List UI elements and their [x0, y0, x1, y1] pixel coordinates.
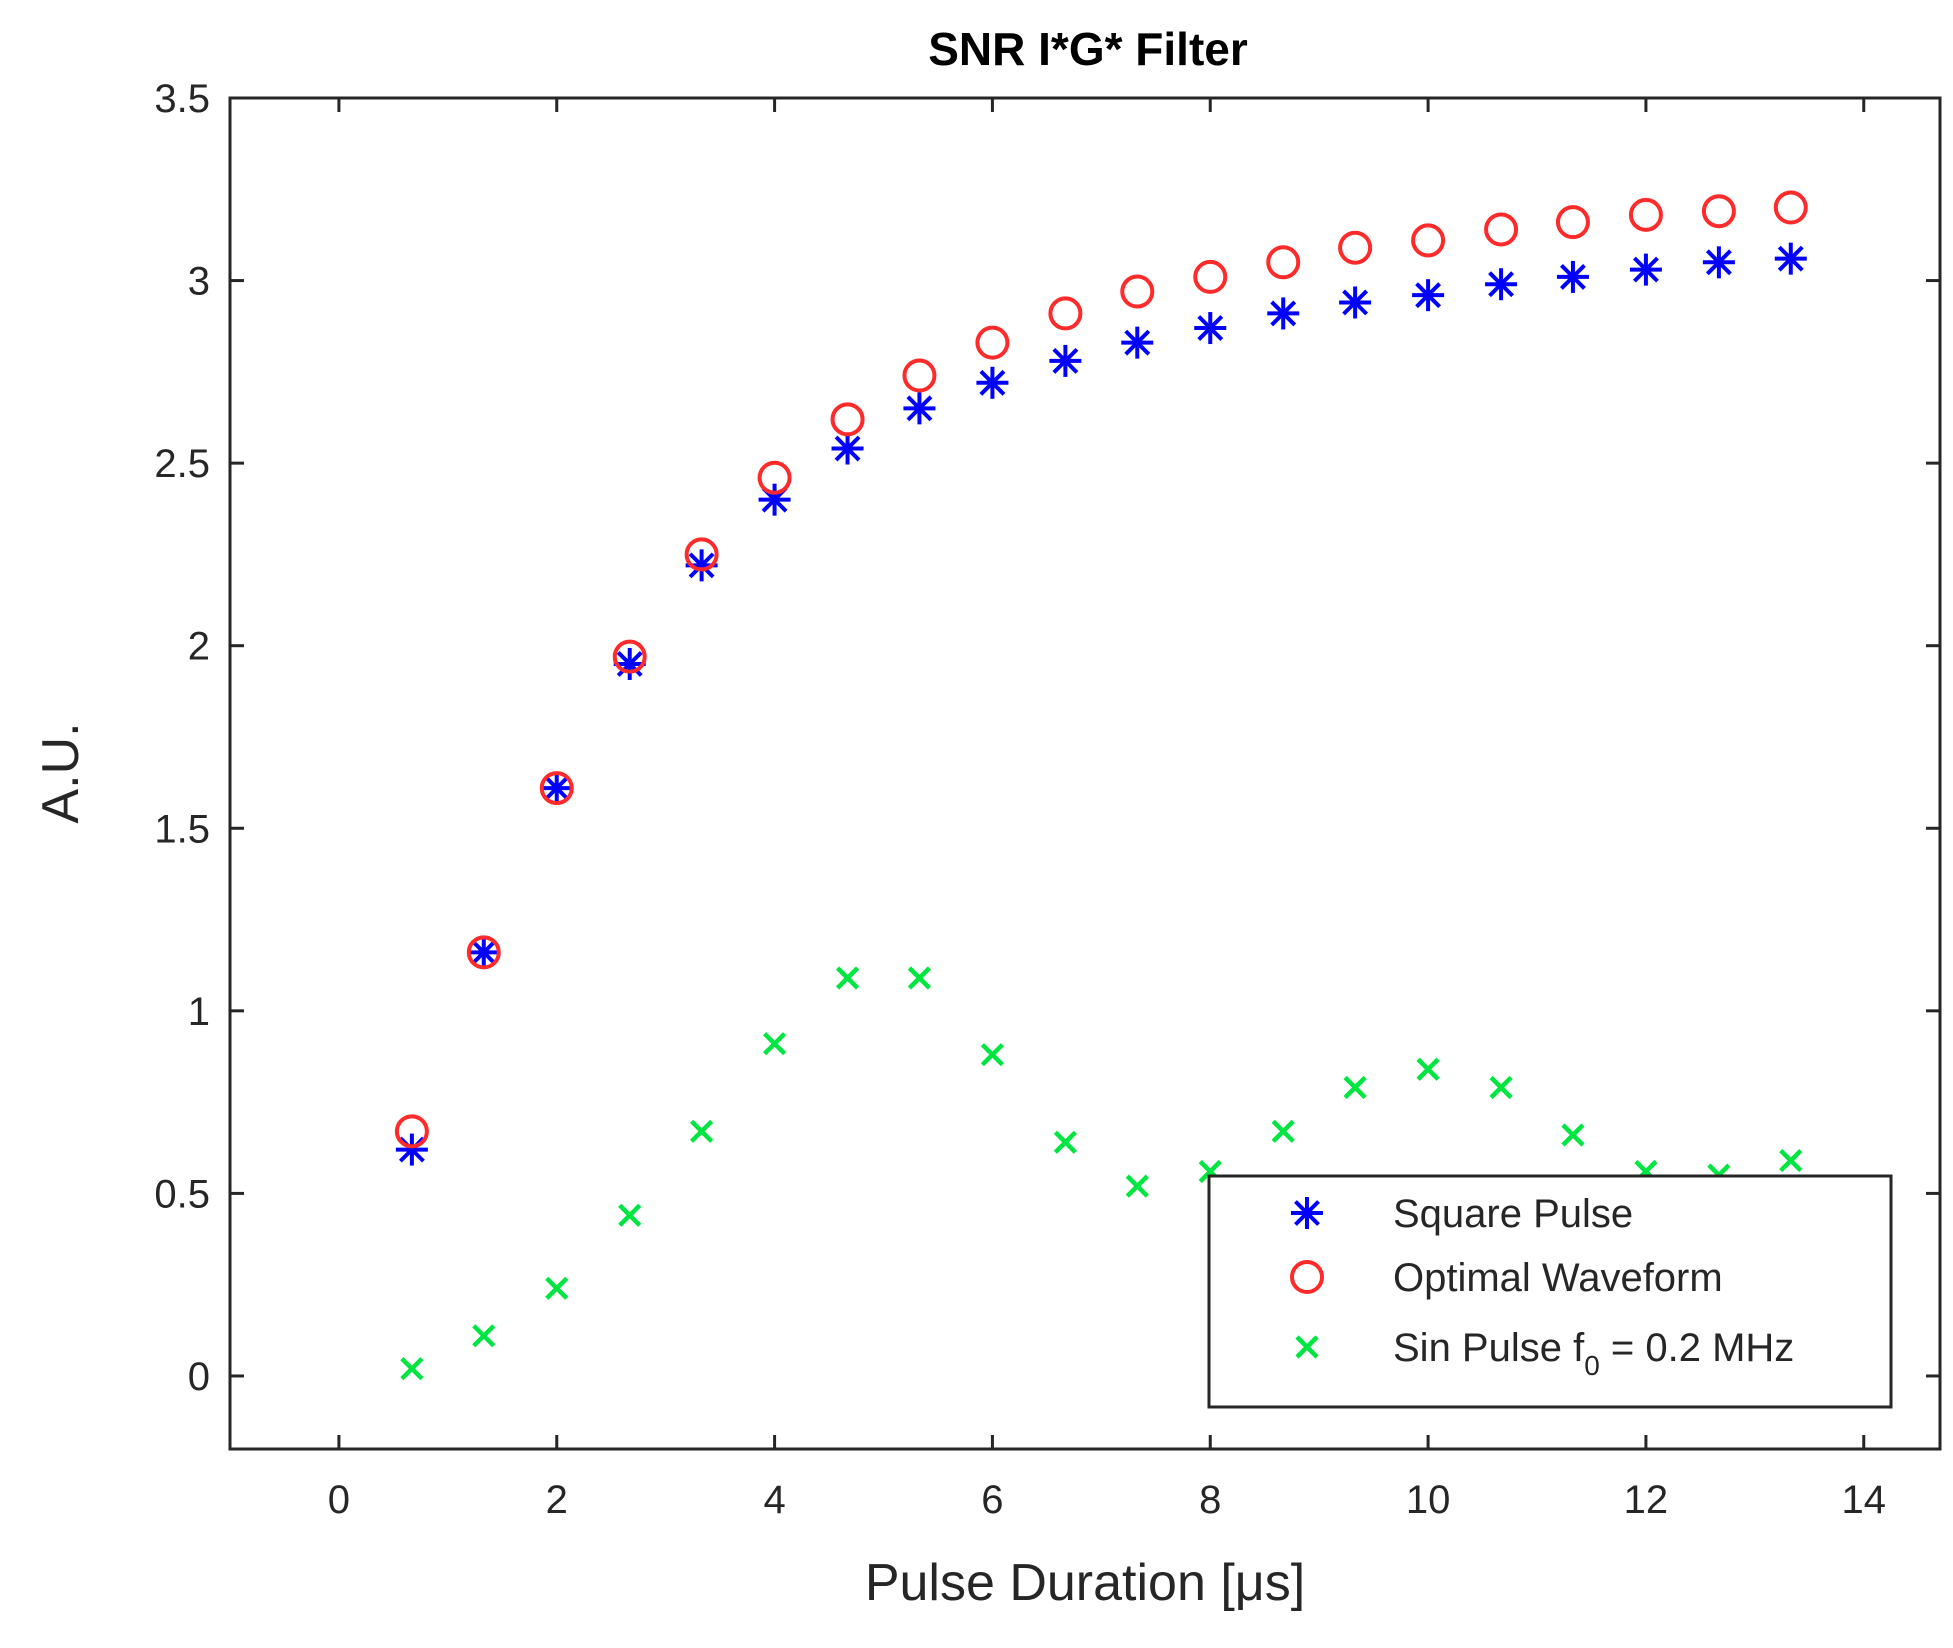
data-point — [975, 325, 1010, 360]
x-axis-label: Pulse Duration [μs] — [865, 1554, 1305, 1612]
data-point — [1048, 296, 1083, 331]
y-axis-label: A.U. — [32, 722, 90, 823]
data-point — [1774, 242, 1807, 275]
data-point — [1555, 205, 1590, 240]
legend-marker — [1290, 1260, 1324, 1294]
data-point — [980, 1043, 1005, 1067]
legend-label: Square Pulse — [1393, 1192, 1633, 1236]
legend-marker — [1291, 1197, 1323, 1229]
data-point — [1120, 274, 1155, 309]
plot-area-frame — [228, 96, 1942, 1451]
data-point — [618, 1203, 642, 1227]
data-point — [1193, 259, 1228, 294]
y-tick-label: 3.5 — [154, 77, 210, 121]
data-point — [400, 1357, 424, 1381]
data-point — [1049, 344, 1082, 377]
x-tick-label: 0 — [328, 1478, 350, 1522]
data-point — [1194, 312, 1227, 345]
legend-entry: Optimal Waveform — [1290, 1256, 1723, 1300]
data-point — [466, 935, 501, 970]
series-square-pulse — [395, 242, 1807, 1166]
data-point — [1121, 326, 1154, 359]
y-tick-label: 2 — [188, 625, 210, 669]
series-optimal-waveform — [394, 190, 1808, 1149]
legend-entry: Square Pulse — [1291, 1192, 1633, 1236]
data-point — [1412, 279, 1445, 312]
data-point — [394, 1114, 429, 1149]
data-point — [1343, 1075, 1367, 1100]
data-point — [539, 771, 574, 806]
x-axis: 0 2 4 6 8 10 12 14 — [328, 98, 1886, 1522]
data-point — [762, 1032, 787, 1056]
data-point — [1489, 1075, 1513, 1100]
data-point — [1629, 253, 1662, 286]
data-point — [467, 936, 500, 969]
data-point — [540, 772, 573, 805]
data-point — [1702, 246, 1735, 279]
y-tick-label: 3 — [188, 260, 210, 304]
legend-label: Optimal Waveform — [1393, 1256, 1723, 1300]
data-point — [684, 537, 719, 572]
data-point — [1125, 1174, 1149, 1198]
x-tick-label: 14 — [1842, 1478, 1887, 1522]
data-point — [1267, 297, 1300, 330]
data-point — [1773, 190, 1808, 225]
data-point — [545, 1276, 569, 1300]
data-point — [1556, 260, 1589, 293]
data-point — [903, 392, 936, 425]
x-tick-label: 10 — [1406, 1478, 1451, 1522]
data-point — [1628, 197, 1663, 232]
data-point — [1339, 286, 1372, 319]
data-point — [1779, 1148, 1803, 1173]
data-point — [1485, 268, 1518, 301]
data-point — [831, 432, 864, 465]
data-point — [976, 366, 1009, 399]
y-tick-label: 1 — [188, 990, 210, 1034]
data-series — [394, 190, 1808, 1381]
x-tick-label: 12 — [1624, 1478, 1669, 1522]
data-point — [902, 358, 937, 393]
data-point — [612, 639, 647, 674]
y-tick-label: 1.5 — [154, 807, 210, 851]
data-point — [907, 966, 932, 990]
data-point — [1338, 230, 1373, 265]
data-point — [830, 402, 865, 437]
data-point — [1484, 212, 1519, 247]
x-tick-label: 4 — [763, 1478, 785, 1522]
x-tick-label: 8 — [1199, 1478, 1221, 1522]
y-tick-label: 0 — [188, 1355, 210, 1399]
data-point — [1271, 1119, 1295, 1143]
y-tick-label: 2.5 — [154, 442, 210, 486]
data-point — [690, 1119, 714, 1143]
data-point — [1053, 1130, 1077, 1154]
series-sin-pulse-f — [400, 966, 1803, 1381]
data-point — [472, 1324, 496, 1348]
y-tick-label: 0.5 — [154, 1172, 210, 1216]
data-point — [1701, 194, 1736, 229]
data-point — [1416, 1057, 1440, 1081]
data-point — [757, 460, 792, 495]
y-axis: 0 0.5 1 1.5 2 2.5 3 3.5 — [154, 77, 1940, 1399]
x-tick-label: 2 — [546, 1478, 568, 1522]
data-point — [1561, 1123, 1585, 1147]
x-tick-label: 6 — [981, 1478, 1003, 1522]
data-point — [835, 966, 860, 990]
data-point — [1266, 245, 1301, 280]
legend-marker — [1295, 1335, 1319, 1359]
data-point — [1411, 223, 1446, 258]
chart-title: SNR I*G* Filter — [928, 23, 1248, 75]
